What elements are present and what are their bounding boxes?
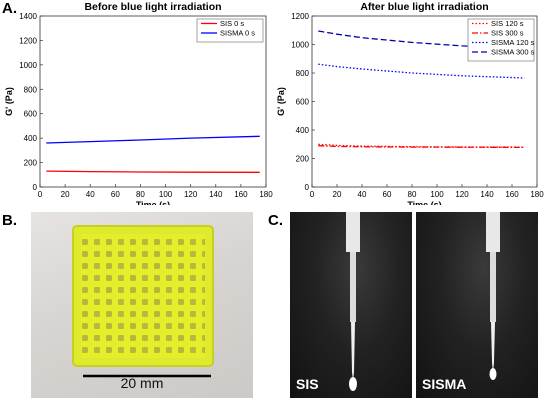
chart-title: Before blue light irradiation	[84, 1, 221, 13]
legend-entry: SISMA 120 s	[491, 38, 535, 47]
legend-entry: SIS 0 s	[220, 19, 244, 28]
x-tick-label: 140	[209, 190, 223, 199]
panel-letter-c: C.	[268, 212, 283, 229]
y-tick-label: 800	[296, 69, 310, 78]
y-tick-label: 600	[24, 110, 38, 119]
chart-after-irradiation: After blue light irradiation 0 20 40 60 80 100…	[276, 1, 544, 205]
y-tick-label: 200	[296, 155, 310, 164]
y-tick-label: 400	[24, 134, 38, 143]
series-line-sisma-0-s	[46, 135, 260, 144]
y-tick-label: 600	[296, 98, 310, 107]
needle-illustration-sis	[346, 212, 360, 391]
x-tick-label: 120	[184, 190, 198, 199]
series-line-sis-300-s	[318, 145, 525, 149]
y-tick-label: 1000	[19, 61, 37, 70]
y-tick-label: 800	[24, 85, 38, 94]
x-tick-label: 100	[430, 190, 444, 199]
photo-label-sisma: SISMA	[422, 376, 467, 392]
scaffold-illustration	[72, 225, 214, 378]
y-tick-label: 400	[296, 126, 310, 135]
x-tick-label: 20	[333, 190, 342, 199]
x-tick-label: 40	[86, 190, 95, 199]
x-tick-label: 160	[505, 190, 519, 199]
chart-before-irradiation: Before blue light irradiation 0 20 40 60 80 10…	[4, 1, 273, 205]
needle-illustration-sisma	[486, 212, 500, 380]
photo-label-sis: SIS	[296, 376, 319, 392]
y-tick-label: 1400	[19, 12, 37, 21]
x-tick-label: 80	[408, 190, 417, 199]
x-tick-label: 160	[234, 190, 248, 199]
legend-entry: SIS 300 s	[491, 29, 524, 38]
y-tick-label: 200	[24, 159, 38, 168]
y-tick-label: 1200	[291, 12, 309, 21]
y-axis-label: G' (Pa)	[4, 87, 14, 116]
x-axis-label: Time (s)	[407, 200, 441, 205]
x-tick-label: 120	[455, 190, 469, 199]
x-tick-label: 60	[383, 190, 392, 199]
legend-box	[196, 18, 264, 43]
y-tick-label: 0	[33, 183, 38, 192]
y-tick-label: 1200	[19, 36, 37, 45]
panel-letter-a: A.	[2, 0, 17, 17]
panel-letter-b: B.	[2, 212, 17, 229]
x-tick-label: 180	[530, 190, 544, 199]
legend-box	[467, 18, 535, 62]
legend-entry: SISMA 0 s	[220, 29, 255, 38]
chart-title: After blue light irradiation	[360, 1, 488, 13]
x-tick-label: 20	[61, 190, 70, 199]
y-tick-label: 0	[305, 183, 310, 192]
x-tick-label: 140	[480, 190, 494, 199]
x-tick-label: 0	[310, 190, 315, 199]
scaffold-photo	[31, 212, 253, 398]
legend-entry: SIS 120 s	[491, 19, 524, 28]
extrusion-photo-sis: SIS	[290, 212, 412, 398]
x-tick-label: 180	[259, 190, 273, 199]
x-tick-label: 0	[38, 190, 43, 199]
series-line-sisma-120-s	[318, 63, 525, 79]
x-tick-label: 60	[111, 190, 120, 199]
y-tick-label: 1000	[291, 41, 309, 50]
scale-bar-label: 20 mm	[120, 375, 164, 391]
y-axis-label: G' (Pa)	[276, 87, 286, 116]
series-line-sis-0-s	[46, 170, 260, 173]
extrusion-photo-sisma: SISMA	[416, 212, 538, 398]
x-tick-label: 80	[136, 190, 145, 199]
legend-entry: SISMA 300 s	[491, 48, 535, 57]
plot-area	[39, 15, 267, 188]
x-tick-label: 40	[358, 190, 367, 199]
x-tick-label: 100	[159, 190, 173, 199]
x-axis-label: Time (s)	[136, 200, 170, 205]
